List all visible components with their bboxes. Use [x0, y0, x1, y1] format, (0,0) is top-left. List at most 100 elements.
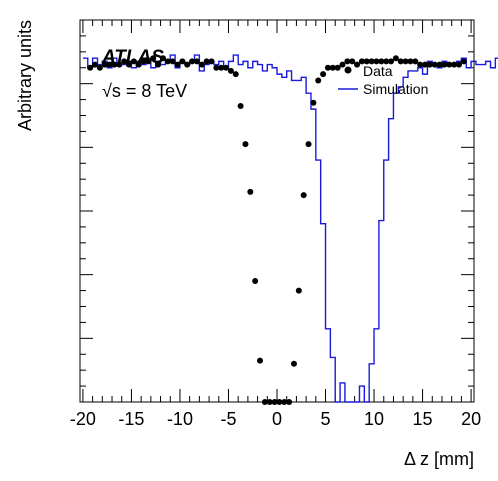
- data-point: [145, 58, 152, 65]
- data-point: [412, 58, 419, 65]
- data-point: [315, 77, 322, 84]
- data-point: [96, 64, 103, 71]
- data-point: [392, 55, 399, 62]
- data-point: [373, 58, 380, 65]
- data-point: [417, 61, 424, 68]
- data-point: [329, 64, 336, 71]
- data-point: [441, 61, 448, 68]
- experiment-label: ATLAS: [101, 47, 164, 68]
- data-point: [223, 64, 230, 71]
- data-point: [174, 61, 181, 68]
- data-point: [300, 192, 307, 199]
- data-point: [324, 64, 331, 71]
- data-point: [126, 61, 133, 68]
- data-point: [198, 61, 205, 68]
- data-point: [451, 61, 458, 68]
- data-point: [193, 58, 200, 65]
- data-point: [286, 399, 293, 405]
- data-point: [290, 360, 297, 367]
- legend-simulation-label: Simulation: [363, 81, 428, 97]
- data-point: [116, 61, 123, 68]
- data-point: [368, 58, 375, 65]
- data-point: [189, 58, 196, 65]
- data-point: [388, 58, 395, 65]
- data-point: [358, 58, 365, 65]
- data-point: [106, 61, 113, 68]
- data-point: [310, 99, 317, 106]
- data-point: [247, 188, 254, 195]
- energy-label: √s = 8 TeV: [102, 81, 187, 101]
- y-axis-ticks: [80, 19, 474, 403]
- data-point: [179, 58, 186, 65]
- data-point: [227, 67, 234, 74]
- plot-frame: [79, 19, 475, 403]
- x-tick-label: -5: [220, 409, 236, 429]
- data-point: [271, 399, 278, 405]
- data-point: [266, 399, 273, 405]
- legend: Data Simulation: [338, 63, 428, 97]
- data-point: [150, 55, 157, 62]
- data-point: [383, 58, 390, 65]
- x-tick-label: -15: [118, 409, 144, 429]
- x-tick-label: 5: [321, 409, 331, 429]
- x-tick-label: 10: [364, 409, 384, 429]
- data-point: [252, 278, 259, 285]
- data-point: [320, 71, 327, 78]
- x-tick-label: 15: [413, 409, 433, 429]
- data-point: [397, 58, 404, 65]
- x-tick-label: -10: [167, 409, 193, 429]
- data-point: [159, 55, 166, 62]
- data-point: [169, 58, 176, 65]
- x-axis-ticks: [82, 20, 472, 402]
- data-point: [305, 141, 312, 148]
- data-point: [281, 399, 288, 405]
- data-point: [436, 61, 443, 68]
- legend-data-label: Data: [363, 63, 393, 79]
- data-point: [121, 58, 128, 65]
- x-tick-label: 20: [461, 409, 481, 429]
- data-point: [460, 58, 467, 65]
- data-point: [407, 58, 414, 65]
- data-point: [111, 61, 118, 68]
- data-point: [334, 64, 341, 71]
- data-point: [213, 64, 220, 71]
- data-point: [354, 61, 361, 68]
- data-point: [421, 61, 428, 68]
- y-axis-label: Arbitrary units: [15, 20, 35, 131]
- data-point: [349, 58, 356, 65]
- x-axis-tick-labels: -20 -15 -10 -5 0 5 10 15 20: [70, 409, 481, 429]
- data-point: [155, 61, 162, 68]
- data-point: [101, 61, 108, 68]
- data-point: [339, 61, 346, 68]
- data-point: [232, 71, 239, 78]
- x-tick-label: -20: [70, 409, 96, 429]
- data-point: [164, 58, 171, 65]
- data-point: [257, 357, 264, 364]
- data-point: [295, 287, 302, 294]
- data-point: [344, 58, 351, 65]
- data-series: [87, 55, 467, 405]
- data-point: [184, 61, 191, 68]
- data-point: [426, 61, 433, 68]
- data-point: [135, 61, 142, 68]
- data-point: [276, 399, 283, 405]
- data-point: [242, 141, 249, 148]
- x-axis-label: Δ z [mm]: [404, 449, 474, 469]
- data-point: [446, 61, 453, 68]
- data-point: [261, 399, 268, 405]
- simulation-series: [82, 54, 498, 403]
- data-point: [218, 64, 225, 71]
- data-point: [130, 58, 137, 65]
- data-point: [431, 61, 438, 68]
- data-point: [87, 64, 94, 71]
- data-point: [92, 61, 99, 68]
- x-tick-label: 0: [272, 409, 282, 429]
- data-point: [455, 61, 462, 68]
- data-point: [203, 58, 210, 65]
- data-point: [208, 58, 215, 65]
- legend-data-marker: [344, 66, 352, 74]
- data-point: [237, 102, 244, 109]
- data-point: [402, 58, 409, 65]
- data-point: [140, 58, 147, 65]
